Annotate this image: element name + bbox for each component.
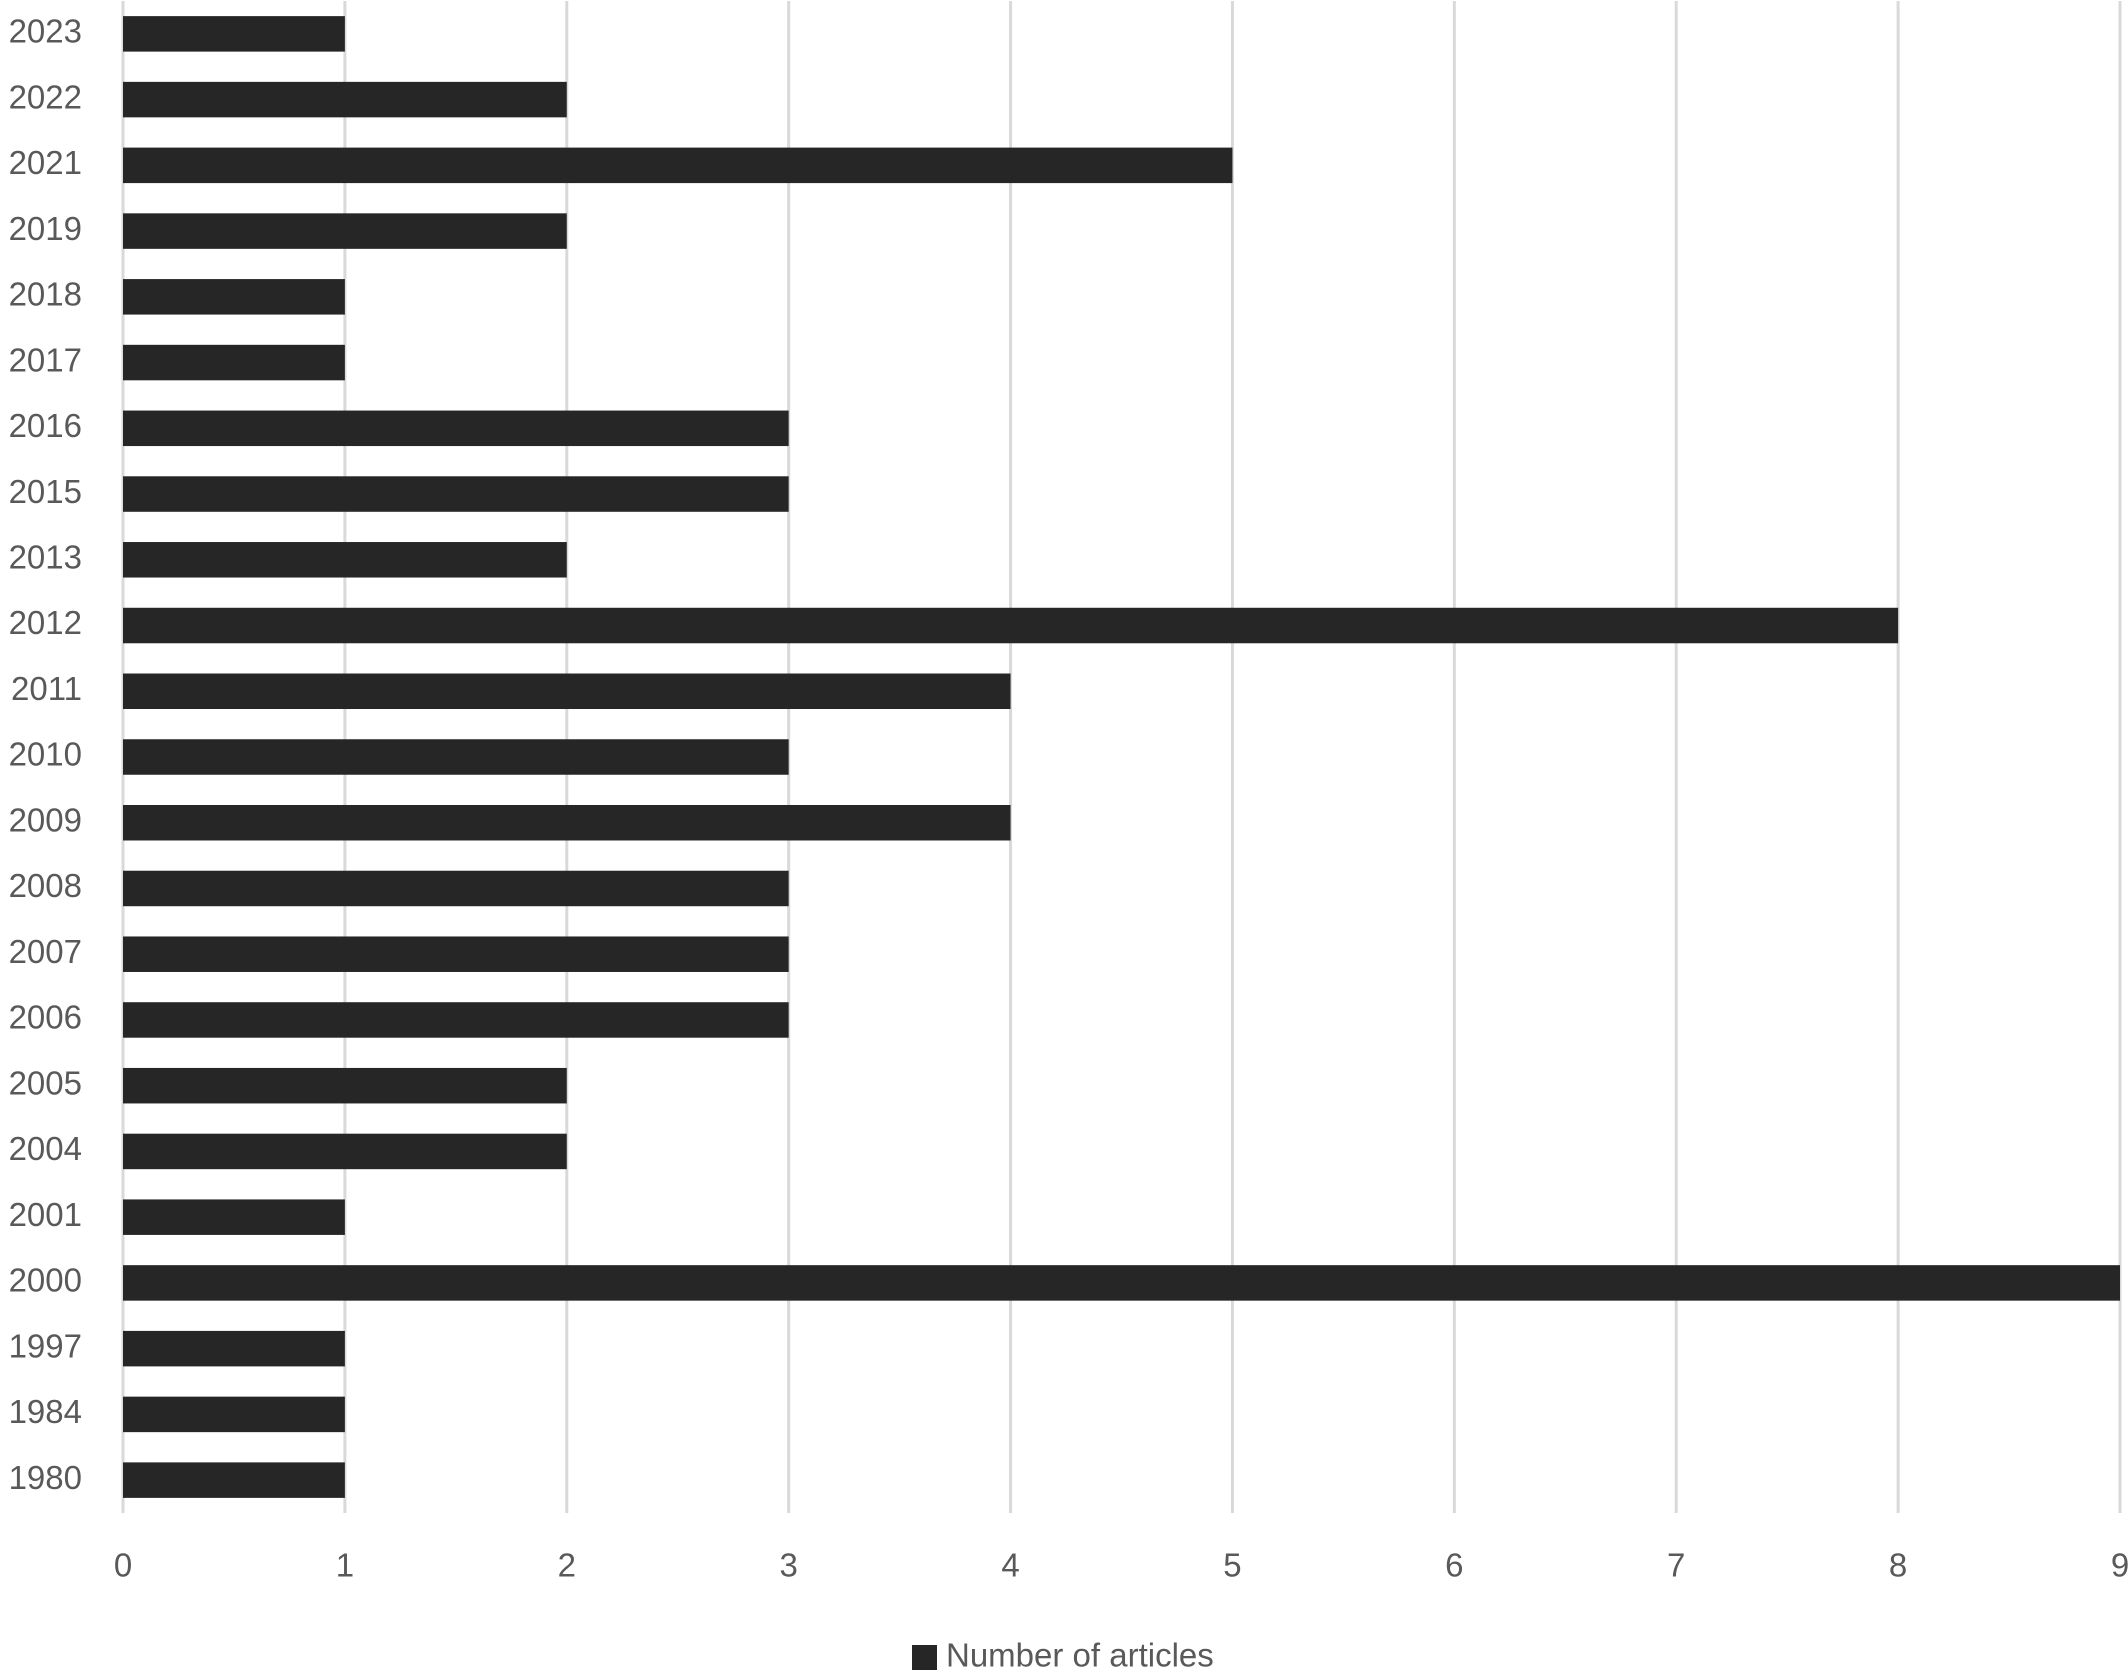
- bar: [123, 1265, 2120, 1301]
- x-tick-label: 5: [1223, 1547, 1241, 1584]
- bar: [123, 1330, 345, 1367]
- x-tick-label: 9: [2111, 1547, 2128, 1584]
- y-tick-label: 1997: [9, 1327, 82, 1364]
- bar: [123, 1462, 345, 1498]
- bar: [123, 410, 789, 447]
- x-tick-label: 2: [558, 1547, 576, 1584]
- bar: [123, 1002, 789, 1038]
- bar: [123, 673, 1011, 710]
- y-tick-label: 2004: [9, 1130, 82, 1167]
- y-tick-label: 2008: [9, 867, 82, 904]
- bar: [123, 1396, 345, 1433]
- bar: [123, 344, 345, 381]
- x-tick-label: 1: [336, 1547, 354, 1584]
- bar: [123, 804, 1011, 841]
- bar: [123, 870, 789, 907]
- bar: [123, 81, 567, 118]
- x-tick-label: 0: [114, 1547, 132, 1584]
- y-tick-label: 2019: [9, 210, 82, 247]
- bar: [123, 147, 1233, 184]
- y-tick-label: 2006: [9, 999, 82, 1036]
- y-tick-label: 2013: [9, 539, 82, 576]
- bar: [123, 936, 789, 972]
- x-tick-label: 4: [1001, 1547, 1019, 1584]
- bar: [123, 476, 789, 512]
- bar: [123, 739, 789, 775]
- y-tick-label: 2011: [11, 670, 82, 707]
- y-tick-label: 2015: [9, 473, 82, 510]
- y-tick-label: 2022: [9, 78, 82, 115]
- bar: [123, 279, 345, 315]
- y-tick-label: 2009: [9, 801, 82, 838]
- y-tick-label: 2010: [9, 736, 82, 773]
- bar: [123, 542, 567, 578]
- y-tick-label: 2021: [9, 144, 82, 181]
- bar: [123, 1067, 567, 1104]
- y-tick-label: 2012: [9, 604, 82, 641]
- y-tick-label: 2007: [9, 933, 82, 970]
- bar: [123, 1133, 567, 1170]
- legend-swatch: [912, 1645, 937, 1670]
- y-tick-label: 2000: [9, 1262, 82, 1299]
- y-tick-label: 2005: [9, 1064, 82, 1101]
- bar: [123, 1199, 345, 1235]
- y-tick-label: 2016: [9, 407, 82, 444]
- y-tick-label: 1980: [9, 1459, 82, 1496]
- x-tick-label: 8: [1889, 1547, 1907, 1584]
- bar: [123, 16, 345, 52]
- y-tick-label: 2017: [9, 341, 82, 378]
- bar: [123, 607, 1899, 644]
- x-tick-label: 3: [779, 1547, 797, 1584]
- x-tick-label: 6: [1445, 1547, 1463, 1584]
- y-tick-label: 2023: [9, 13, 82, 50]
- bar: [123, 213, 567, 249]
- x-tick-label: 7: [1667, 1547, 1685, 1584]
- legend-label: Number of articles: [946, 1637, 1214, 1674]
- y-tick-label: 2018: [9, 276, 82, 313]
- y-tick-label: 2001: [9, 1196, 82, 1233]
- y-tick-label: 1984: [9, 1393, 82, 1430]
